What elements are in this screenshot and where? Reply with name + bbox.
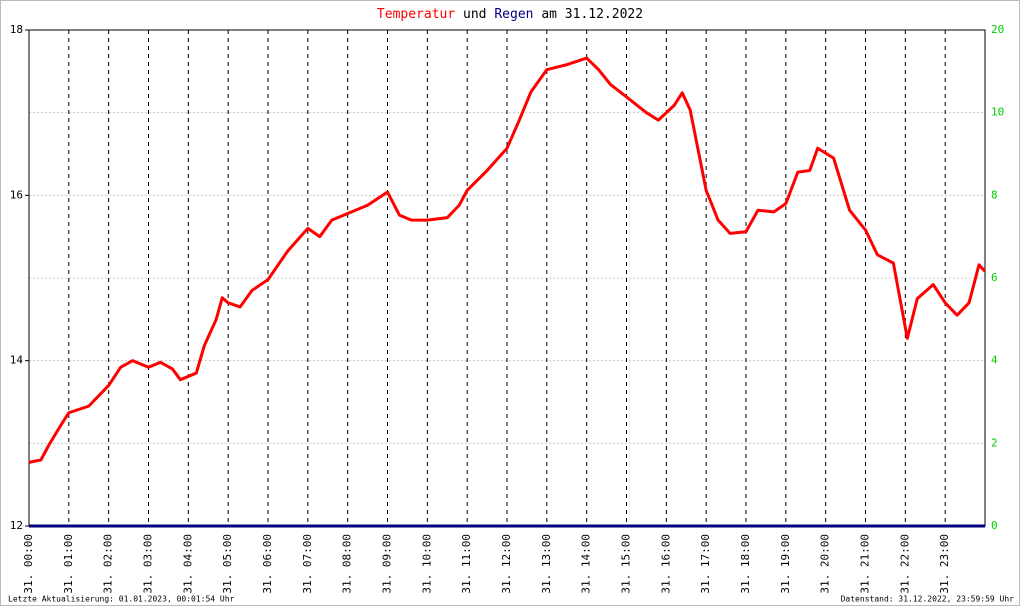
series-line (28, 56, 987, 464)
x-tick-label: 31. 17:00 (699, 534, 712, 594)
x-tick-label: 31. 00:00 (22, 534, 35, 594)
y-tick-label: 12 (10, 519, 23, 532)
x-tick-label: 31. 09:00 (381, 534, 394, 594)
x-tick-label: 31. 16:00 (659, 534, 672, 594)
y2-tick-label: 10 (991, 106, 1004, 119)
x-tick-label: 31. 10:00 (420, 534, 433, 594)
x-tick-label: 31. 11:00 (460, 534, 473, 594)
x-tick-label: 31. 20:00 (819, 534, 832, 594)
y2-tick-label: 0 (991, 519, 998, 532)
y-tick-label: 18 (10, 23, 23, 36)
x-tick-label: 31. 07:00 (301, 534, 314, 594)
x-tick-label: 31. 05:00 (221, 534, 234, 594)
y2-tick-label: 20 (991, 23, 1004, 36)
y-tick-label: 14 (10, 354, 24, 367)
title-date: am 31.12.2022 (541, 7, 643, 22)
x-tick-label: 31. 12:00 (500, 534, 513, 594)
x-tick-label: 31. 03:00 (142, 534, 155, 594)
x-tick-label: 31. 23:00 (938, 534, 951, 594)
x-tick-label: 31. 01:00 (62, 534, 75, 594)
y2-tick-label: 8 (991, 188, 998, 201)
x-tick-label: 31. 21:00 (859, 534, 872, 594)
x-tick-label: 31. 06:00 (261, 534, 274, 594)
x-tick-label: 31. 02:00 (102, 534, 115, 594)
chart-title: Temperatur und Regen am 31.12.2022 (377, 7, 643, 22)
footer-left: Letzte Aktualisierung: 01.01.2023, 00:01… (8, 595, 235, 604)
y2-tick-label: 6 (991, 271, 998, 284)
title-joiner: und (463, 7, 486, 22)
y2-tick-label: 4 (991, 354, 998, 367)
title-temp: Temperatur (377, 7, 455, 22)
x-tick-label: 31. 08:00 (341, 534, 354, 594)
y2-tick-label: 2 (991, 436, 998, 449)
x-tick-label: 31. 22:00 (898, 534, 911, 594)
footer-right: Datenstand: 31.12.2022, 23:59:59 Uhr (841, 595, 1015, 604)
x-tick-label: 31. 19:00 (779, 534, 792, 594)
x-tick-label: 31. 18:00 (739, 534, 752, 594)
title-rain: Regen (494, 7, 533, 22)
x-tick-label: 31. 15:00 (620, 534, 633, 594)
y-tick-label: 16 (10, 188, 23, 201)
x-tick-label: 31. 14:00 (580, 534, 593, 594)
x-tick-label: 31. 04:00 (181, 534, 194, 594)
x-tick-label: 31. 13:00 (540, 534, 553, 594)
